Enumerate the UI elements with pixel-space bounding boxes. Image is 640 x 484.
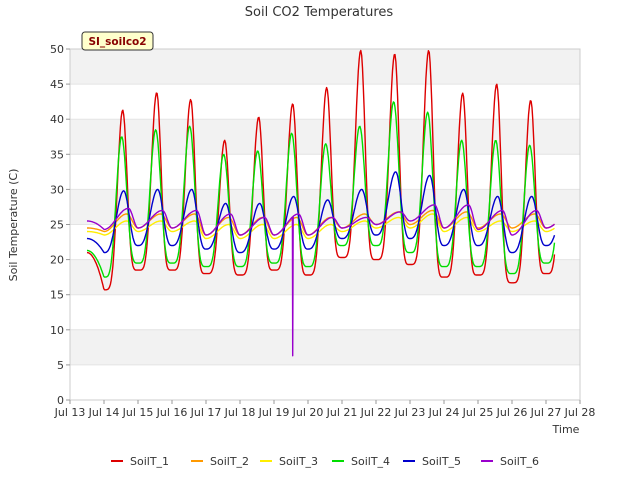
legend: SoilT_1 SoilT_2 SoilT_3 SoilT_4 SoilT_5 SoilT… bbox=[111, 455, 539, 468]
x-tick-label: Jul 27 bbox=[530, 406, 562, 419]
series-lines bbox=[86, 49, 556, 357]
x-tick-label: Jul 19 bbox=[258, 406, 290, 419]
legend-item: SoilT_2 bbox=[191, 455, 249, 468]
legend-item: SoilT_1 bbox=[111, 455, 169, 468]
chart-title: Soil CO2 Temperatures bbox=[245, 5, 394, 20]
plot-band bbox=[70, 364, 580, 400]
x-tick-label: Jul 28 bbox=[564, 406, 596, 419]
x-tick-label: Jul 24 bbox=[428, 406, 460, 419]
legend-item: SoilT_4 bbox=[332, 455, 390, 468]
y-tick-label: 10 bbox=[50, 324, 64, 337]
legend-label: SoilT_2 bbox=[210, 455, 249, 468]
y-tick-label: 30 bbox=[50, 183, 64, 196]
x-tick-label: Jul 25 bbox=[462, 406, 494, 419]
plot-band bbox=[70, 329, 580, 365]
x-axis-label: Time bbox=[552, 423, 580, 436]
y-tick-label: 35 bbox=[50, 148, 64, 161]
x-tick-label: Jul 18 bbox=[224, 406, 256, 419]
y-tick-label: 15 bbox=[50, 289, 64, 302]
plot-band bbox=[70, 259, 580, 295]
badge: SI_soilco2 bbox=[81, 31, 154, 51]
series-line-soilt_4 bbox=[87, 101, 556, 278]
badge-label: SI_soilco2 bbox=[88, 36, 146, 48]
y-tick-label: 40 bbox=[50, 113, 64, 126]
plot-band bbox=[70, 119, 580, 155]
legend-label: SoilT_4 bbox=[351, 455, 390, 468]
legend-label: SoilT_5 bbox=[422, 455, 461, 468]
legend-item: SoilT_3 bbox=[260, 455, 318, 468]
y-axis-ticks: 0 5 10 15 20 25 30 35 40 45 50 bbox=[50, 43, 70, 407]
x-tick-label: Jul 23 bbox=[394, 406, 426, 419]
y-tick-label: 25 bbox=[50, 219, 64, 232]
legend-label: SoilT_6 bbox=[500, 455, 539, 468]
x-tick-label: Jul 20 bbox=[292, 406, 324, 419]
legend-label: SoilT_1 bbox=[130, 455, 169, 468]
plot-band bbox=[70, 294, 580, 330]
y-tick-label: 0 bbox=[57, 394, 64, 407]
x-tick-label: Jul 16 bbox=[156, 406, 188, 419]
y-tick-label: 20 bbox=[50, 254, 64, 267]
x-tick-label: Jul 14 bbox=[88, 406, 120, 419]
y-tick-label: 5 bbox=[57, 359, 64, 372]
x-axis-ticks: Jul 13 Jul 14 Jul 15 Jul 16 Jul 17 Jul 18 Jul … bbox=[54, 400, 596, 419]
y-tick-label: 45 bbox=[50, 78, 64, 91]
plot-band bbox=[70, 224, 580, 260]
x-tick-label: Jul 17 bbox=[190, 406, 222, 419]
series-line-soilt_6 bbox=[87, 204, 555, 357]
legend-item: SoilT_5 bbox=[403, 455, 461, 468]
legend-label: SoilT_3 bbox=[279, 455, 318, 468]
legend-item: SoilT_6 bbox=[481, 455, 539, 468]
plot-band bbox=[70, 154, 580, 190]
series-line-soilt_5 bbox=[86, 171, 556, 254]
y-tick-label: 50 bbox=[50, 43, 64, 56]
badge-box bbox=[81, 31, 154, 51]
plot-band bbox=[70, 49, 580, 85]
x-tick-label: Jul 22 bbox=[360, 406, 392, 419]
x-tick-label: Jul 13 bbox=[54, 406, 86, 419]
x-tick-label: Jul 26 bbox=[496, 406, 528, 419]
y-axis-label: Soil Temperature (C) bbox=[7, 169, 20, 282]
x-tick-label: Jul 15 bbox=[122, 406, 154, 419]
x-tick-label: Jul 21 bbox=[326, 406, 358, 419]
